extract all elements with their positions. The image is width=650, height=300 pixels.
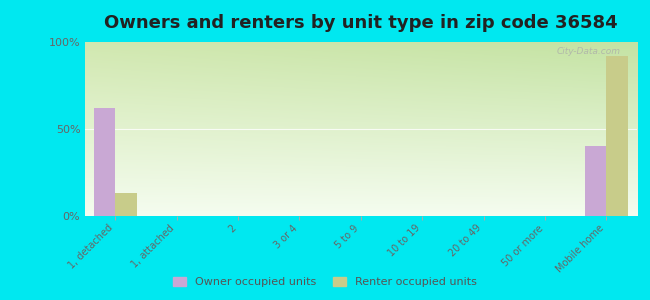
Legend: Owner occupied units, Renter occupied units: Owner occupied units, Renter occupied un…	[168, 272, 482, 291]
Bar	[115, 194, 136, 216]
Text: City-Data.com: City-Data.com	[556, 47, 620, 56]
Bar	[606, 56, 628, 216]
Bar	[585, 146, 606, 216]
Title: Owners and renters by unit type in zip code 36584: Owners and renters by unit type in zip c…	[104, 14, 618, 32]
Bar	[94, 108, 115, 216]
